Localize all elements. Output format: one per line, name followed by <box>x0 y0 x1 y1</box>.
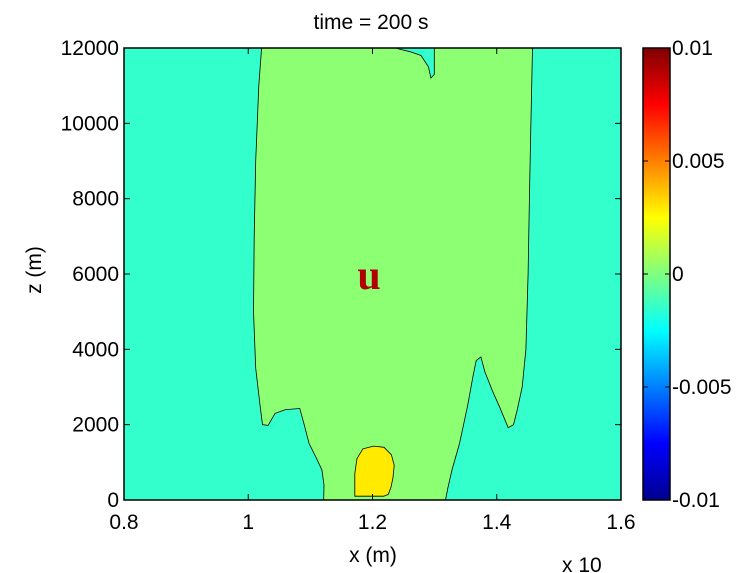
x-tick-label: 1.2 <box>358 511 387 534</box>
chart-title: time = 200 s <box>314 11 429 34</box>
y-tick-label: 6000 <box>72 263 119 286</box>
x-tick-label: 1.4 <box>482 511 512 534</box>
colorbar-tick-label: 0.01 <box>672 37 713 60</box>
contour-region-core <box>354 445 395 497</box>
y-tick-label: 12000 <box>61 37 119 60</box>
field-label: u <box>357 253 380 299</box>
y-tick-label: 4000 <box>72 338 119 361</box>
colorbar: 0.01 0.005 0 -0.005 -0.01 <box>642 37 732 512</box>
colorbar-tick-label: -0.01 <box>672 489 720 512</box>
colorbar-tick-label: 0 <box>672 263 684 286</box>
x-axis-title: x (m) <box>349 544 397 567</box>
colorbar-tick-label: 0.005 <box>672 150 725 173</box>
y-tick-label: 0 <box>107 489 119 512</box>
contour-region-plume <box>253 47 533 501</box>
colorbar-tick-label: -0.005 <box>672 376 732 399</box>
x-tick-label: 1 <box>242 511 254 534</box>
x-axis: 0.8 1 1.2 1.4 1.6 <box>109 48 636 534</box>
y-axis: 0 2000 4000 6000 8000 10000 12000 <box>61 37 621 512</box>
x-exponent-label: x 10 <box>562 554 602 573</box>
plot-area <box>123 47 622 501</box>
y-axis-title: z (m) <box>23 246 46 294</box>
x-tick-label: 1.6 <box>606 511 635 534</box>
y-tick-label: 10000 <box>61 112 119 135</box>
y-tick-label: 8000 <box>72 188 119 211</box>
x-tick-label: 0.8 <box>109 511 138 534</box>
y-tick-label: 2000 <box>72 414 119 437</box>
